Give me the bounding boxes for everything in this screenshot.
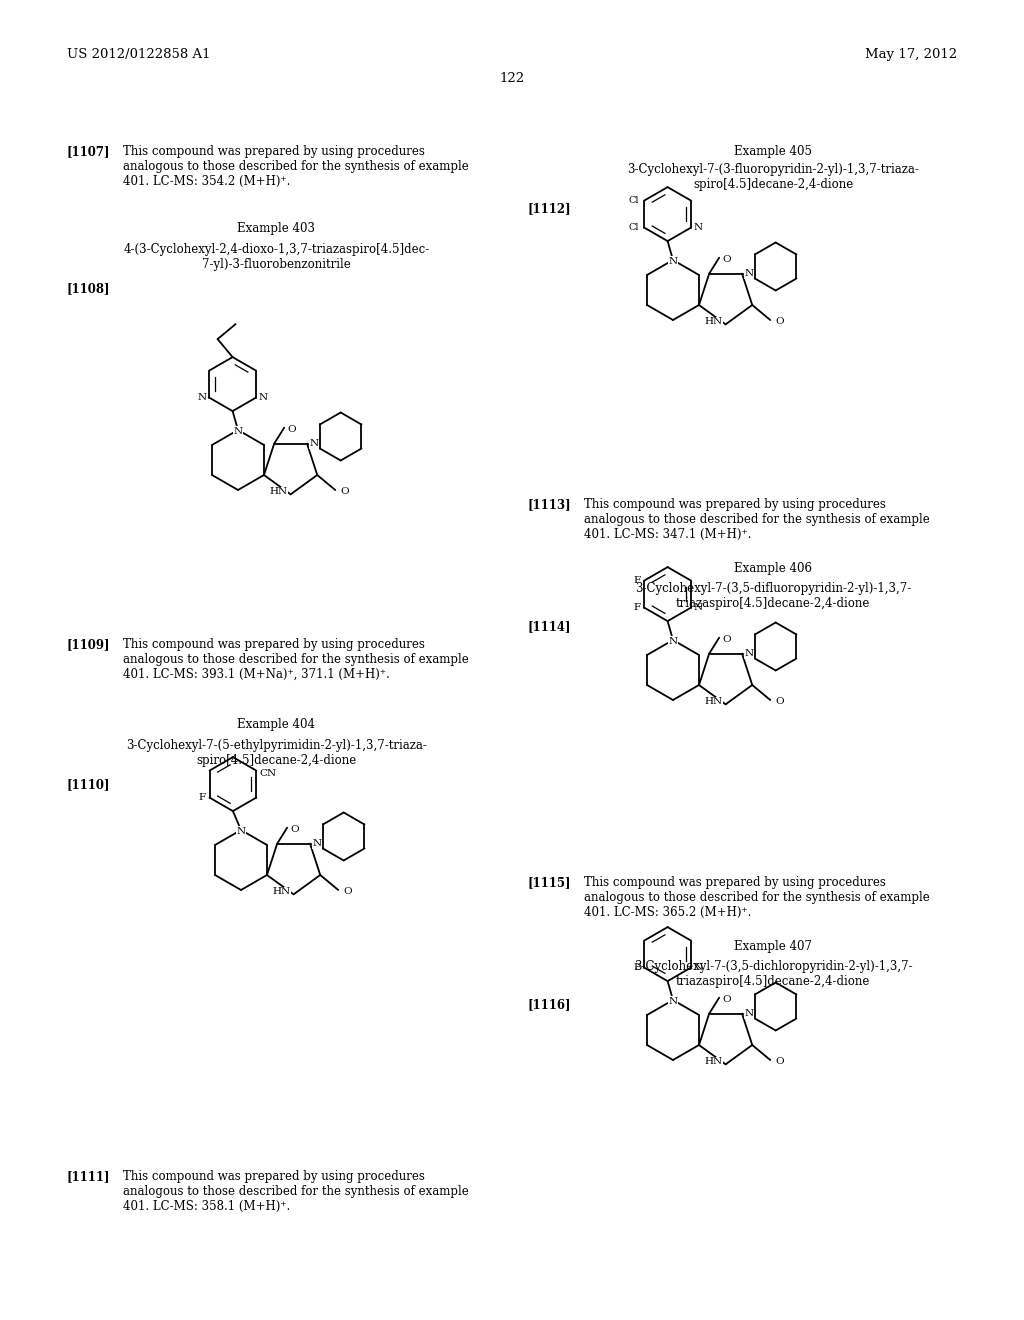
Text: HN: HN: [269, 487, 288, 496]
Text: O: O: [722, 635, 731, 644]
Text: May 17, 2012: May 17, 2012: [865, 48, 957, 61]
Text: CN: CN: [259, 768, 276, 777]
Text: N: N: [744, 649, 754, 659]
Text: Cl: Cl: [629, 197, 639, 205]
Text: This compound was prepared by using procedures
analogous to those described for : This compound was prepared by using proc…: [123, 638, 469, 681]
Text: O: O: [343, 887, 352, 896]
Text: O: O: [775, 1057, 783, 1067]
Text: HN: HN: [272, 887, 291, 896]
Text: [1111]: [1111]: [67, 1170, 110, 1183]
Text: HN: HN: [705, 317, 723, 326]
Text: [1110]: [1110]: [67, 777, 110, 791]
Text: [1107]: [1107]: [67, 145, 110, 158]
Text: N: N: [669, 257, 678, 267]
Text: [1113]: [1113]: [527, 498, 571, 511]
Text: N: N: [312, 840, 322, 849]
Text: This compound was prepared by using procedures
analogous to those described for : This compound was prepared by using proc…: [123, 1170, 469, 1213]
Text: N: N: [669, 638, 678, 645]
Text: [1116]: [1116]: [527, 998, 570, 1011]
Text: N: N: [233, 426, 243, 436]
Text: N: N: [259, 393, 268, 403]
Text: N: N: [744, 269, 754, 279]
Text: [1112]: [1112]: [527, 202, 571, 215]
Text: Example 406: Example 406: [734, 562, 812, 576]
Text: O: O: [722, 995, 731, 1003]
Text: N: N: [744, 1010, 754, 1018]
Text: [1108]: [1108]: [67, 282, 110, 294]
Text: 3-Cyclohexyl-7-(3,5-difluoropyridin-2-yl)-1,3,7-
triazaspiro[4.5]decane-2,4-dion: 3-Cyclohexyl-7-(3,5-difluoropyridin-2-yl…: [635, 582, 911, 610]
Text: O: O: [775, 697, 783, 706]
Text: N: N: [197, 393, 206, 403]
Text: [1114]: [1114]: [527, 620, 570, 634]
Text: 3-Cyclohexyl-7-(3-fluoropyridin-2-yl)-1,3,7-triaza-
spiro[4.5]decane-2,4-dione: 3-Cyclohexyl-7-(3-fluoropyridin-2-yl)-1,…: [627, 162, 920, 191]
Text: O: O: [775, 318, 783, 326]
Text: N: N: [694, 223, 703, 232]
Text: 3-Cyclohexyl-7-(5-ethylpyrimidin-2-yl)-1,3,7-triaza-
spiro[4.5]decane-2,4-dione: 3-Cyclohexyl-7-(5-ethylpyrimidin-2-yl)-1…: [126, 739, 427, 767]
Text: O: O: [340, 487, 349, 496]
Text: This compound was prepared by using procedures
analogous to those described for : This compound was prepared by using proc…: [584, 498, 930, 541]
Text: Example 405: Example 405: [734, 145, 812, 158]
Text: N: N: [309, 440, 318, 449]
Text: O: O: [290, 825, 299, 834]
Text: Cl: Cl: [629, 223, 639, 232]
Text: Example 404: Example 404: [238, 718, 315, 731]
Text: This compound was prepared by using procedures
analogous to those described for : This compound was prepared by using proc…: [584, 876, 930, 919]
Text: F: F: [633, 603, 640, 612]
Text: 4-(3-Cyclohexyl-2,4-dioxo-1,3,7-triazaspiro[4.5]dec-
7-yl)-3-fluorobenzonitrile: 4-(3-Cyclohexyl-2,4-dioxo-1,3,7-triazasp…: [123, 243, 430, 271]
Text: 3-Cyclohexyl-7-(3,5-dichloropyridin-2-yl)-1,3,7-
triazaspiro[4.5]decane-2,4-dion: 3-Cyclohexyl-7-(3,5-dichloropyridin-2-yl…: [634, 960, 912, 987]
Text: F: F: [633, 964, 640, 972]
Text: HN: HN: [705, 1057, 723, 1067]
Text: O: O: [287, 425, 296, 434]
Text: 122: 122: [500, 73, 524, 84]
Text: N: N: [669, 997, 678, 1006]
Text: HN: HN: [705, 697, 723, 706]
Text: F: F: [199, 793, 206, 803]
Text: [1115]: [1115]: [527, 876, 570, 888]
Text: O: O: [722, 255, 731, 264]
Text: F: F: [633, 576, 640, 585]
Text: [1109]: [1109]: [67, 638, 110, 651]
Text: N: N: [237, 828, 246, 836]
Text: N: N: [694, 603, 703, 612]
Text: Example 407: Example 407: [734, 940, 812, 953]
Text: Example 403: Example 403: [238, 222, 315, 235]
Text: This compound was prepared by using procedures
analogous to those described for : This compound was prepared by using proc…: [123, 145, 469, 187]
Text: N: N: [694, 964, 703, 972]
Text: US 2012/0122858 A1: US 2012/0122858 A1: [67, 48, 210, 61]
